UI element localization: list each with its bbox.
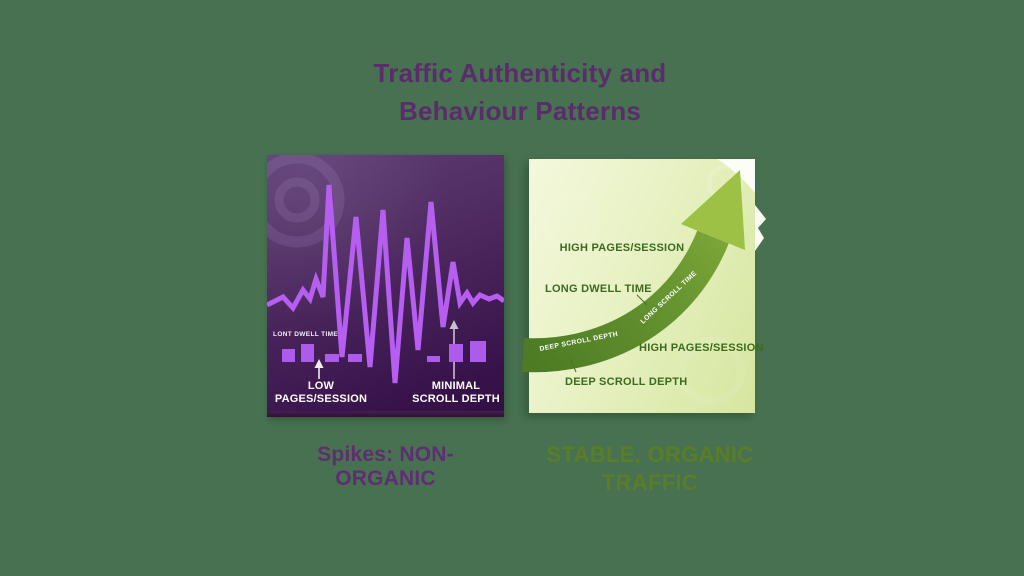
faint-circle-decoration-icon [541,164,745,405]
pages-session-arrow-icon [314,359,324,379]
growth-arrow-chart: DEEP SCROLL DEPTH LONG SCROLL TIME [522,159,766,405]
page-curl-icon [717,159,755,193]
panel-bottom-edge [267,411,504,417]
non-organic-caption: Spikes: NON-ORGANIC [317,443,454,490]
spiky-traffic-chart [267,155,504,384]
long-dwell-time-label: LONG DWELL TIME [545,283,652,295]
growth-arrow-band [522,230,729,373]
deep-scroll-depth-label: DEEP SCROLL DEPTH [565,376,688,388]
organic-caption: STABLE, ORGANIC TRAFFIC [546,442,754,495]
leader-lines [569,294,648,373]
page-title-line2: Behaviour Patterns [398,96,641,126]
organic-panel: DEEP SCROLL DEPTH LONG SCROLL TIME HIGH … [522,159,766,413]
traffic-spikes-line [267,184,504,384]
dwell-time-label: LONT DWELL TIME [273,331,339,338]
minimal-scroll-depth-label: MINIMAL SCROLL DEPTH [412,380,500,405]
growth-arrow-head-icon [681,170,745,250]
page-title-line1: Traffic Authenticity and [373,58,667,88]
swirl-decoration-icon [267,155,345,248]
page-title: Traffic Authenticity and Behaviour Patte… [16,54,1024,130]
metric-bars [282,341,486,362]
high-pages-session-top-label: HIGH PAGES/SESSION [559,242,685,254]
torn-edge-icon [755,205,766,251]
non-organic-panel: LONT DWELL TIME LOW PAGES/SESSION MINIMA… [267,155,504,417]
low-pages-session-label: LOW PAGES/SESSION [274,380,368,405]
high-pages-session-bottom-label: HIGH PAGES/SESSION [639,342,764,354]
